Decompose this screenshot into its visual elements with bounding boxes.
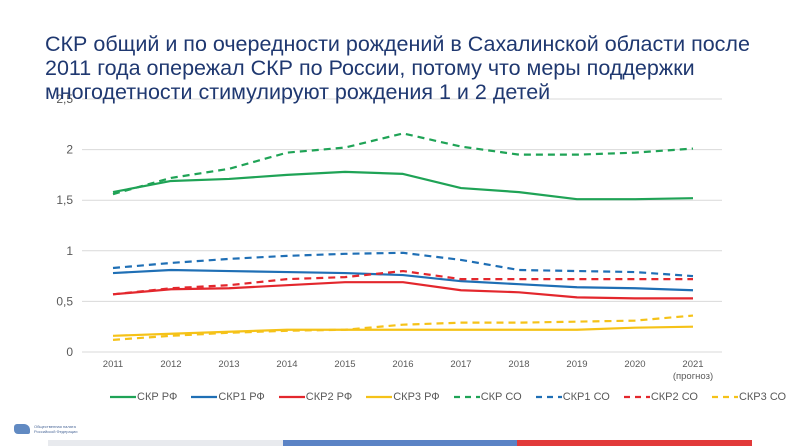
x-tick-label: 2011 bbox=[103, 359, 123, 370]
x-tick-label: 2019 bbox=[566, 359, 587, 370]
x-tick-sublabel: (прогноз) bbox=[673, 371, 713, 382]
gridlines bbox=[82, 98, 722, 353]
series-line-СКР-РФ bbox=[112, 170, 694, 201]
series-line-СКР3-РФ bbox=[112, 325, 694, 337]
legend-label: СКР1 РФ bbox=[218, 391, 265, 403]
legend-item: СКР2 РФ bbox=[278, 391, 353, 403]
x-tick-label: 2016 bbox=[392, 359, 413, 370]
legend-item: СКР1 СО bbox=[535, 391, 610, 403]
legend-label: СКР2 СО bbox=[650, 391, 698, 403]
series-lines bbox=[112, 132, 694, 341]
series-line-СКР2-РФ bbox=[112, 281, 693, 300]
logo-emblem-icon bbox=[14, 424, 30, 434]
y-tick-label: 1,5 bbox=[56, 193, 73, 207]
series-line-СКР-СО bbox=[112, 132, 694, 196]
legend-label: СКР РФ bbox=[137, 391, 178, 403]
y-tick-label: 0 bbox=[66, 345, 73, 359]
x-tick-label: 2012 bbox=[160, 359, 181, 370]
bottom-bar-segment-blue bbox=[283, 440, 517, 446]
x-axis-ticks: 2011 2012 2013 2014 2015 2016 2017 2018 2019 2020… bbox=[103, 359, 713, 382]
legend-label: СКР3 СО bbox=[738, 391, 787, 403]
series-line-СКР2-СО bbox=[112, 269, 693, 296]
legend-swatch bbox=[366, 395, 393, 399]
legend-item: СКР1 РФ bbox=[191, 391, 265, 403]
y-tick-label: 0,5 bbox=[56, 294, 73, 308]
x-tick-label: 2014 bbox=[276, 359, 297, 370]
legend-swatch bbox=[453, 395, 480, 399]
bottom-bar-segment-red bbox=[517, 440, 752, 446]
x-tick-label: 2017 bbox=[450, 359, 471, 370]
legend-item: СКР3 СО bbox=[711, 391, 787, 403]
legend-swatch bbox=[623, 395, 650, 399]
legend-swatch bbox=[278, 395, 305, 399]
x-tick-label: 2020 bbox=[624, 359, 645, 370]
logo-text: Общественная палата Российской Федерации bbox=[34, 424, 78, 434]
legend-item: СКР3 РФ bbox=[366, 391, 440, 403]
x-tick-label: 2018 bbox=[508, 359, 529, 370]
x-tick-label: 2021 bbox=[682, 359, 703, 370]
organization-logo: Общественная палата Российской Федерации bbox=[14, 424, 82, 434]
y-tick-label: 2 bbox=[66, 143, 73, 157]
legend-item: СКР СО bbox=[453, 391, 522, 403]
legend-label: СКР1 СО bbox=[562, 391, 610, 403]
slide-title: СКР общий и по очередности рождений в Са… bbox=[45, 32, 750, 104]
y-tick-label: 1 bbox=[66, 244, 73, 258]
series-line-СКР1-РФ bbox=[112, 268, 694, 292]
series-line-СКР3-СО bbox=[112, 314, 694, 341]
bottom-bar-segment-gray bbox=[48, 440, 283, 446]
chart-legend: СКР РФ СКР1 РФ СКР2 РФ СКР3 РФ СКР СО СКР1 СО… bbox=[110, 391, 800, 403]
x-tick-label: 2015 bbox=[334, 359, 355, 370]
y-tick-label: 2,5 bbox=[56, 92, 73, 106]
legend-item: СКР РФ bbox=[110, 391, 177, 403]
legend-swatch bbox=[711, 395, 738, 399]
legend-label: СКР3 РФ bbox=[393, 391, 440, 403]
y-axis-ticks: 0 0,5 1 1,5 2 2,5 bbox=[56, 92, 73, 359]
legend-label: СКР2 РФ bbox=[305, 391, 353, 403]
legend-swatch bbox=[535, 395, 562, 399]
x-tick-label: 2013 bbox=[218, 359, 239, 370]
legend-swatch bbox=[110, 395, 136, 399]
legend-swatch bbox=[191, 395, 218, 399]
series-line-СКР1-СО bbox=[112, 251, 694, 278]
legend-item: СКР2 СО bbox=[623, 391, 698, 403]
legend-label: СКР СО bbox=[480, 391, 522, 403]
